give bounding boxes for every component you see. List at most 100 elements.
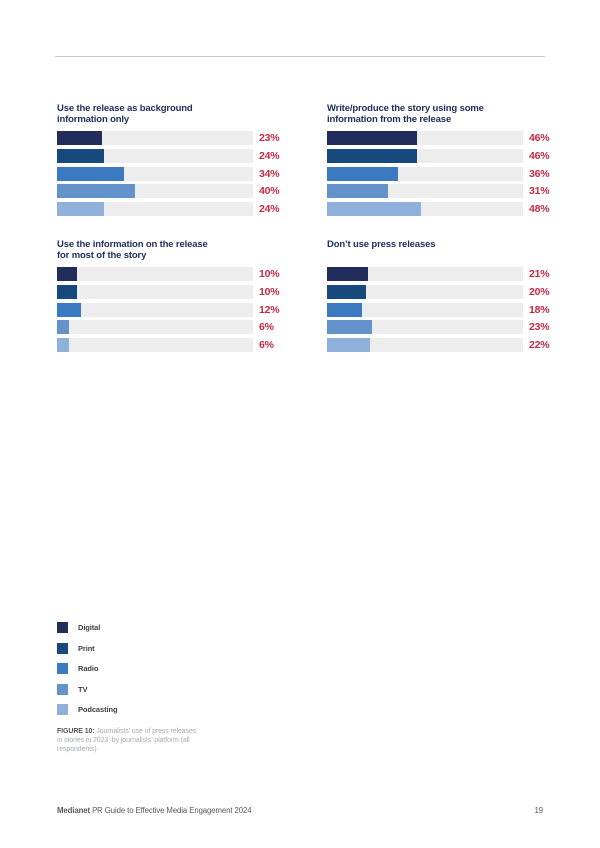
bar-fill-podcasting <box>57 202 105 217</box>
bar-value-label: 21% <box>529 268 550 280</box>
bar-fill-tv <box>57 320 69 335</box>
bar-row-digital: 46% <box>327 131 591 145</box>
chart-bars: 46% 46% 36% 31% 48% <box>327 131 591 217</box>
figure-caption: FIGURE 10: Journalists’ use of press rel… <box>57 727 199 754</box>
bar-fill-digital <box>327 267 369 281</box>
legend-label: Podcasting <box>78 705 118 715</box>
bar-value-label: 31% <box>529 185 550 198</box>
bar-row-podcasting: 6% <box>57 338 321 353</box>
chart-bars: 10% 10% 12% 6% 6% <box>57 267 321 353</box>
bar-track <box>57 148 253 163</box>
legend-label: Digital <box>78 623 101 632</box>
bar-value-label: 46% <box>529 132 550 144</box>
bar-row-tv: 40% <box>57 184 321 199</box>
bar-row-radio: 36% <box>327 166 591 181</box>
bar-row-tv: 23% <box>327 320 591 335</box>
bar-track <box>57 131 253 145</box>
bar-value-label: 12% <box>259 303 280 316</box>
bar-fill-print <box>327 148 418 163</box>
bar-row-print: 20% <box>327 284 591 299</box>
footer-title-text: PR Guide to Effective Media Engagement 2… <box>90 806 252 815</box>
bar-value-label: 40% <box>259 185 280 198</box>
bar-track <box>57 338 253 353</box>
bar-value-label: 23% <box>259 132 280 144</box>
bar-fill-digital <box>327 131 418 145</box>
legend-item-tv: TV <box>57 683 117 695</box>
bar-fill-tv <box>57 184 136 199</box>
bar-track <box>57 267 253 281</box>
legend-swatch-tv <box>57 683 68 695</box>
bar-value-label: 46% <box>529 149 550 162</box>
chart-legend: Digital Print Radio TV Podcasting <box>57 622 118 725</box>
figure-caption-label: FIGURE 10: <box>57 728 95 735</box>
bar-track <box>327 284 523 299</box>
bar-value-label: 20% <box>529 285 550 298</box>
chart-title: Write/produce the story using some infor… <box>327 103 484 125</box>
bar-row-print: 46% <box>327 148 591 163</box>
legend-label: Print <box>78 643 95 653</box>
figure-caption-text: Journalists’ use of press releases in st… <box>57 728 197 753</box>
bar-value-label: 34% <box>259 167 280 180</box>
bar-row-digital: 23% <box>57 131 321 145</box>
chart-dont-use-press-releases: Don’t use press releases 21% 20% 18% 23% 22% <box>327 239 591 356</box>
legend-item-digital: Digital <box>57 622 117 633</box>
bar-value-label: 6% <box>259 339 274 352</box>
legend-swatch-radio <box>57 663 68 675</box>
bar-track <box>57 302 253 317</box>
bar-track <box>57 184 253 199</box>
bar-row-tv: 31% <box>327 184 591 199</box>
bar-fill-tv <box>327 320 373 335</box>
chart-title: Don’t use press releases <box>327 239 436 250</box>
bar-row-radio: 12% <box>57 302 321 317</box>
bar-track <box>57 202 253 217</box>
bar-fill-print <box>327 284 367 299</box>
bar-fill-print <box>57 148 105 163</box>
bar-fill-digital <box>57 267 77 281</box>
bar-value-label: 36% <box>529 167 550 180</box>
bar-fill-tv <box>327 184 388 199</box>
bar-track <box>57 166 253 181</box>
bar-row-digital: 10% <box>57 267 321 281</box>
bar-fill-print <box>57 284 77 299</box>
bar-value-label: 48% <box>529 203 550 216</box>
bar-fill-digital <box>57 131 103 145</box>
bar-row-podcasting: 24% <box>57 202 321 217</box>
bar-row-print: 10% <box>57 284 321 299</box>
bar-fill-podcasting <box>327 202 422 217</box>
bar-fill-radio <box>327 302 363 317</box>
bar-value-label: 6% <box>259 321 274 334</box>
bar-fill-radio <box>57 302 81 317</box>
bar-value-label: 10% <box>259 268 280 280</box>
chart-title: Use the information on the release for m… <box>57 239 208 261</box>
bar-value-label: 23% <box>529 321 550 334</box>
bar-row-print: 24% <box>57 148 321 163</box>
page-number: 19 <box>534 806 544 815</box>
bar-row-digital: 21% <box>327 267 591 281</box>
bar-track <box>327 302 523 317</box>
bar-row-radio: 34% <box>57 166 321 181</box>
bar-track <box>327 148 523 163</box>
bar-value-label: 24% <box>259 149 280 162</box>
legend-swatch-podcasting <box>57 704 68 716</box>
bar-track <box>327 202 523 217</box>
chart-bars: 23% 24% 34% 40% 24% <box>57 131 321 217</box>
bar-fill-podcasting <box>327 338 371 353</box>
bar-row-podcasting: 48% <box>327 202 591 217</box>
bar-row-radio: 18% <box>327 302 591 317</box>
legend-label: TV <box>78 684 88 694</box>
chart-title: Use the release as background informatio… <box>57 103 193 125</box>
bar-row-podcasting: 22% <box>327 338 591 353</box>
page-footer: Medianet PR Guide to Effective Media Eng… <box>57 806 543 815</box>
bar-fill-radio <box>327 166 398 181</box>
bar-track <box>327 131 523 145</box>
footer-document-title: Medianet PR Guide to Effective Media Eng… <box>57 806 252 815</box>
footer-brand: Medianet <box>57 806 90 815</box>
bar-track <box>327 338 523 353</box>
legend-item-podcasting: Podcasting <box>57 704 118 716</box>
bar-value-label: 10% <box>259 285 280 298</box>
legend-item-print: Print <box>57 642 117 654</box>
bar-track <box>57 320 253 335</box>
chart-use-release-as-background: Use the release as background informatio… <box>57 103 321 220</box>
bar-track <box>57 284 253 299</box>
